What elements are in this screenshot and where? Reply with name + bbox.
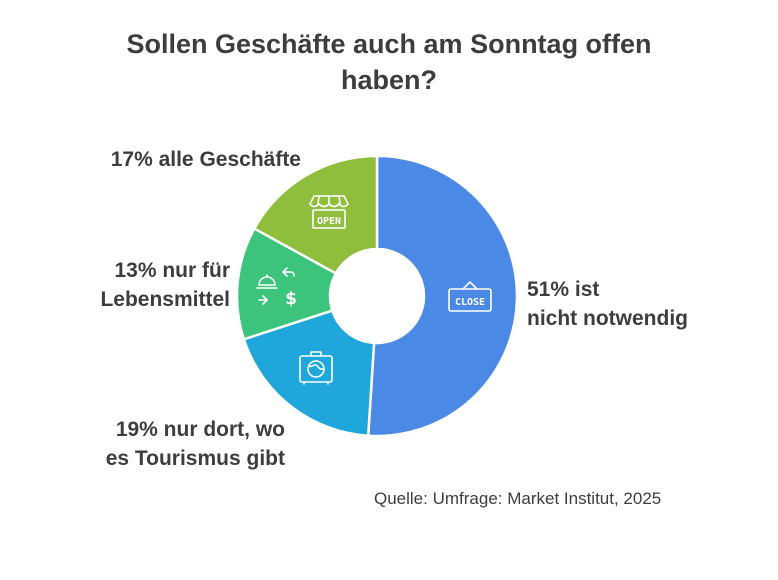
slice-not-necessary	[366, 154, 519, 438]
svg-text:$: $	[285, 289, 297, 309]
close-sign-icon: CLOSE	[448, 281, 492, 312]
label-not-necessary: 51% ist nicht notwendig	[527, 278, 688, 330]
chart-title-line-1: Sollen Geschäfte auch am Sonntag offen	[126, 29, 652, 59]
slice-all-shops	[252, 154, 379, 276]
chart-title: Sollen Geschäfte auch am Sonntag offen h…	[89, 26, 689, 98]
food-cloche-exchange-icon: $	[256, 267, 297, 309]
svg-text:CLOSE: CLOSE	[455, 297, 485, 308]
suitcase-globe-icon	[299, 351, 333, 385]
label-tourism: 19% nur dort, wo es Tourismus gibt	[105, 418, 285, 470]
source-note: Quelle: Umfrage: Market Institut, 2025	[374, 489, 662, 508]
label-food-only: 13% nur für Lebensmittel	[100, 259, 230, 311]
label-all-shops: 17% alle Geschäfte	[110, 148, 301, 171]
svg-text:OPEN: OPEN	[317, 216, 341, 227]
chart-title-line-2: haben?	[340, 65, 437, 95]
slice-food-only	[235, 226, 338, 341]
open-shop-icon: OPEN	[309, 195, 349, 229]
